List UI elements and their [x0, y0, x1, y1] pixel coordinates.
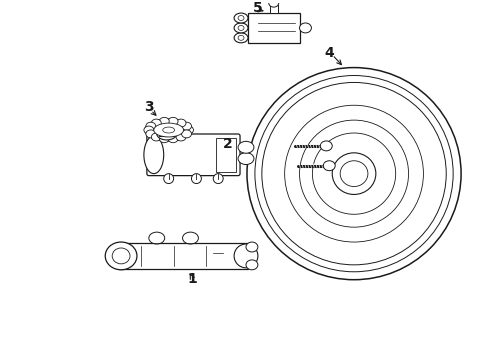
Ellipse shape: [182, 130, 192, 138]
Text: 1: 1: [188, 272, 197, 286]
Ellipse shape: [164, 174, 173, 184]
Ellipse shape: [234, 33, 248, 43]
Ellipse shape: [154, 123, 184, 137]
Ellipse shape: [234, 244, 258, 268]
Ellipse shape: [159, 135, 169, 143]
Ellipse shape: [255, 76, 453, 272]
Ellipse shape: [176, 119, 186, 127]
Ellipse shape: [176, 133, 186, 141]
Bar: [159, 130, 174, 136]
Ellipse shape: [112, 248, 130, 264]
Ellipse shape: [332, 153, 376, 194]
Ellipse shape: [238, 153, 254, 165]
Ellipse shape: [323, 161, 335, 171]
Ellipse shape: [149, 232, 165, 244]
Ellipse shape: [146, 130, 156, 138]
Text: 4: 4: [324, 46, 334, 60]
Ellipse shape: [247, 68, 461, 280]
Ellipse shape: [299, 120, 409, 227]
Ellipse shape: [246, 242, 258, 252]
Ellipse shape: [238, 35, 244, 40]
Bar: [248, 13, 299, 43]
Bar: [119, 243, 248, 269]
Ellipse shape: [151, 119, 161, 127]
Ellipse shape: [246, 260, 258, 270]
Ellipse shape: [234, 13, 248, 23]
Text: 2: 2: [223, 137, 233, 151]
Ellipse shape: [184, 126, 194, 134]
Ellipse shape: [144, 126, 154, 134]
Bar: [270, 5, 278, 13]
Ellipse shape: [105, 242, 137, 270]
Ellipse shape: [168, 117, 178, 125]
Ellipse shape: [340, 161, 368, 186]
Ellipse shape: [182, 122, 192, 130]
Ellipse shape: [238, 15, 244, 21]
Ellipse shape: [262, 82, 446, 265]
Ellipse shape: [313, 133, 395, 214]
Ellipse shape: [168, 135, 178, 143]
Ellipse shape: [299, 23, 312, 33]
Ellipse shape: [238, 26, 244, 30]
Text: 3: 3: [144, 100, 154, 114]
Ellipse shape: [213, 174, 223, 184]
Ellipse shape: [192, 174, 201, 184]
Ellipse shape: [151, 133, 161, 141]
Ellipse shape: [234, 23, 248, 33]
Ellipse shape: [146, 122, 156, 130]
Ellipse shape: [269, 0, 279, 7]
Ellipse shape: [157, 128, 176, 140]
Ellipse shape: [238, 141, 254, 153]
FancyBboxPatch shape: [147, 134, 240, 176]
Ellipse shape: [183, 232, 198, 244]
Bar: [216, 138, 236, 172]
Ellipse shape: [320, 141, 332, 151]
Ellipse shape: [285, 105, 423, 242]
Ellipse shape: [144, 136, 164, 174]
Ellipse shape: [145, 119, 193, 141]
Text: 5: 5: [253, 1, 263, 15]
Ellipse shape: [159, 117, 169, 125]
Ellipse shape: [163, 127, 174, 133]
